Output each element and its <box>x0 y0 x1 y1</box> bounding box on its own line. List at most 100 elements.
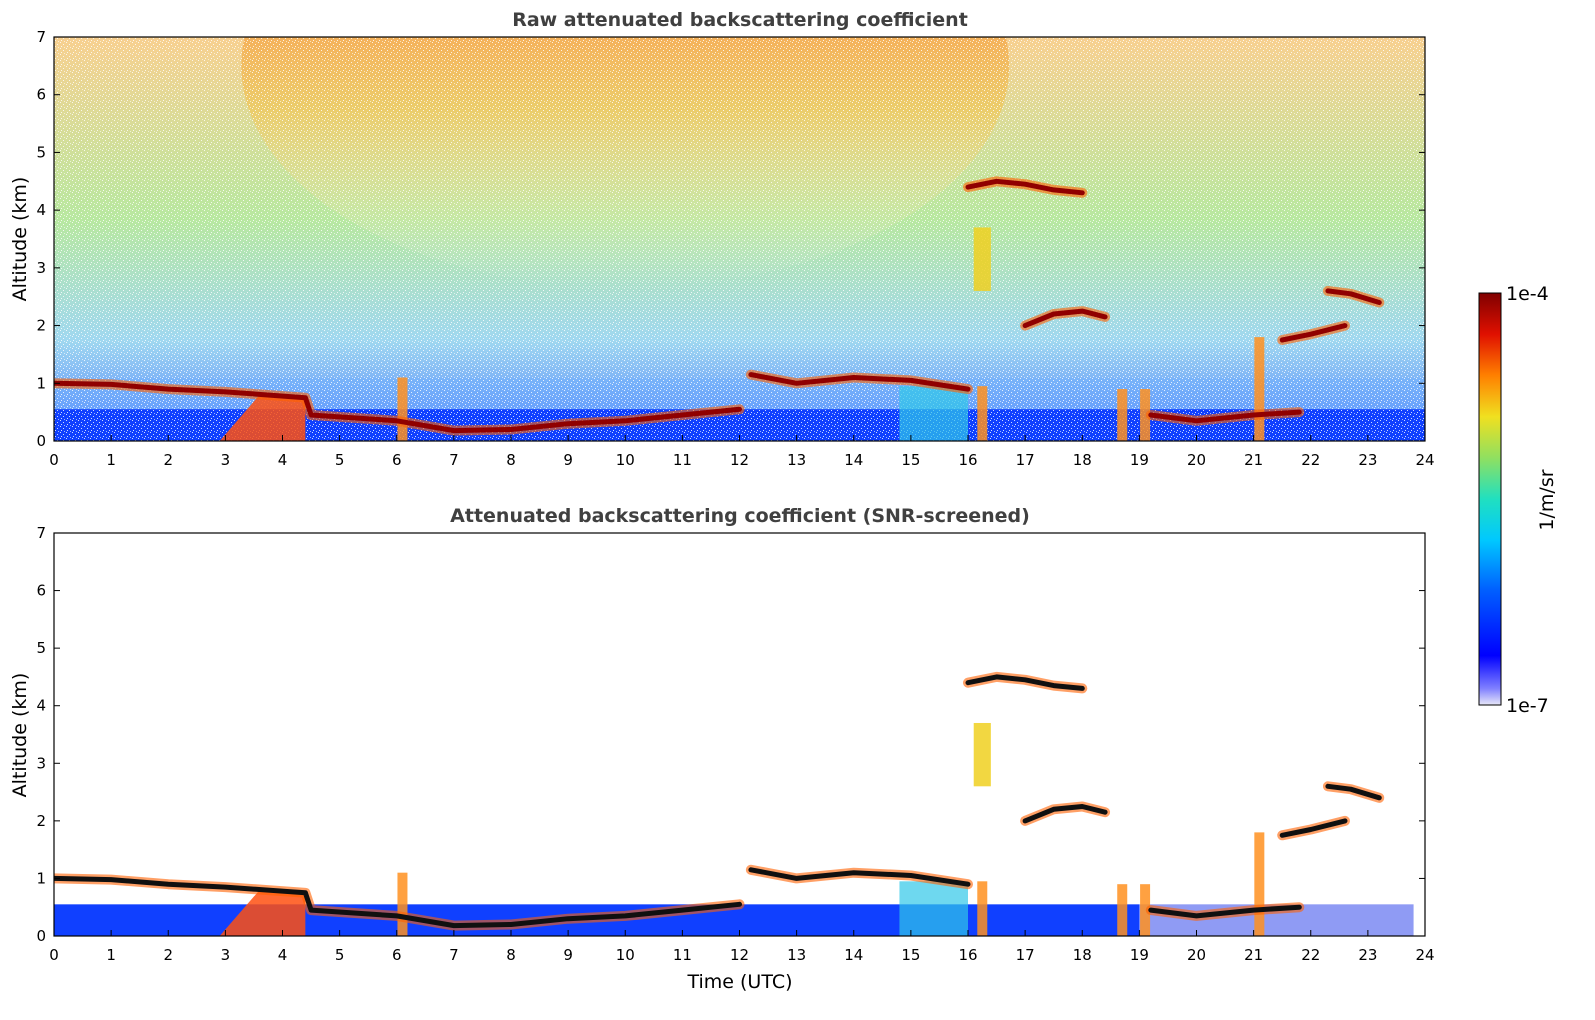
x-tick-label: 7 <box>449 451 459 469</box>
aerosol-region <box>899 386 968 441</box>
y-tick-label: 6 <box>36 86 46 104</box>
x-tick-label: 10 <box>616 946 635 964</box>
cloud-layer <box>965 178 1085 196</box>
colorbar-unit-label: 1/m/sr <box>1536 469 1558 530</box>
colorbar-min-label: 1e-7 <box>1506 695 1549 717</box>
x-tick-label: 7 <box>449 946 459 964</box>
colorbar-max-label: 1e-4 <box>1506 283 1549 305</box>
plume-mark <box>397 377 408 441</box>
x-axis: 0 1 2 3 4 5 6 7 8 9 10 11 12 13 14 15 16 17 18 19 20 21 22 23 24 <box>49 435 1435 469</box>
x-tick-label: 16 <box>958 451 977 469</box>
cloud-layer <box>748 867 971 887</box>
x-tick-label: 6 <box>392 946 402 964</box>
x-tick-label: 21 <box>1244 946 1263 964</box>
x-tick-label: 0 <box>49 946 59 964</box>
background-field <box>54 533 1425 936</box>
x-tick-label: 18 <box>1073 946 1092 964</box>
x-tick-label: 3 <box>221 451 231 469</box>
cloud-layer <box>54 875 742 929</box>
x-tick-label: 23 <box>1358 451 1377 469</box>
x-tick-label: 21 <box>1244 451 1263 469</box>
plume-mark <box>1117 389 1128 441</box>
y-tick-label: 7 <box>36 28 46 46</box>
x-tick-label: 20 <box>1187 946 1206 964</box>
x-tick-label: 9 <box>563 451 573 469</box>
x-tick-label: 13 <box>787 451 806 469</box>
x-tick-label: 17 <box>1016 946 1035 964</box>
x-tick-label: 22 <box>1301 451 1320 469</box>
plume-mark <box>973 722 991 787</box>
x-tick-label: 13 <box>787 946 806 964</box>
x-tick-label: 15 <box>901 451 920 469</box>
snr-screened-panel: Attenuated backscattering coefficient (S… <box>9 505 1435 993</box>
x-tick-label: 1 <box>106 451 116 469</box>
plume-mark <box>397 872 408 936</box>
plume-mark <box>977 386 988 441</box>
cloud-layer <box>1325 288 1382 305</box>
x-tick-label: 9 <box>563 946 573 964</box>
x-tick-label: 11 <box>673 451 692 469</box>
chart-title: Attenuated backscattering coefficient (S… <box>450 505 1030 527</box>
cloud-layer <box>1022 308 1108 329</box>
y-tick-label: 3 <box>36 754 46 772</box>
x-tick-label: 2 <box>163 451 173 469</box>
x-tick-label: 18 <box>1073 451 1092 469</box>
y-tick-label: 4 <box>36 201 46 219</box>
heatmap-area <box>54 37 1425 441</box>
x-tick-label: 3 <box>221 946 231 964</box>
cloud-layer <box>1148 904 1302 919</box>
y-tick-label: 0 <box>36 927 46 945</box>
x-tick-label: 22 <box>1301 946 1320 964</box>
y-tick-label: 3 <box>36 259 46 277</box>
x-tick-label: 11 <box>673 946 692 964</box>
aerosol-wedge <box>219 889 306 936</box>
chart-title: Raw attenuated backscattering coefficien… <box>512 9 968 31</box>
heatmap-area <box>54 533 1425 936</box>
x-tick-label: 12 <box>730 451 749 469</box>
raw-backscatter-panel: Raw attenuated backscattering coefficien… <box>9 9 1435 469</box>
aerosol-wedge <box>219 394 306 441</box>
x-tick-label: 19 <box>1130 946 1149 964</box>
x-tick-label: 15 <box>901 946 920 964</box>
x-axis-label: Time (UTC) <box>686 971 792 993</box>
x-tick-label: 8 <box>506 451 516 469</box>
plume-mark <box>977 881 988 936</box>
cloud-layer <box>1279 323 1348 343</box>
x-tick-label: 1 <box>106 946 116 964</box>
y-axis-label: Altitude (km) <box>9 177 31 302</box>
y-tick-label: 5 <box>36 639 46 657</box>
x-tick-label: 8 <box>506 946 516 964</box>
x-tick-label: 6 <box>392 451 402 469</box>
x-tick-label: 19 <box>1130 451 1149 469</box>
noise-overlay <box>54 37 1425 441</box>
x-tick-label: 20 <box>1187 451 1206 469</box>
cloud-layer <box>748 372 971 392</box>
plume-mark <box>1140 884 1151 936</box>
cloud-layer <box>1022 804 1108 824</box>
x-tick-label: 12 <box>730 946 749 964</box>
x-tick-label: 2 <box>163 946 173 964</box>
x-tick-label: 14 <box>844 451 863 469</box>
y-tick-label: 4 <box>36 697 46 715</box>
plume-mark <box>1254 832 1265 936</box>
x-tick-label: 16 <box>958 946 977 964</box>
y-tick-label: 0 <box>36 432 46 450</box>
x-tick-label: 5 <box>335 451 345 469</box>
colorbar-gradient <box>1478 292 1502 706</box>
x-tick-label: 10 <box>616 451 635 469</box>
y-tick-label: 1 <box>36 869 46 887</box>
y-tick-label: 2 <box>36 317 46 335</box>
y-axis-label: Altitude (km) <box>9 673 31 798</box>
y-tick-label: 6 <box>36 582 46 600</box>
x-tick-label: 24 <box>1415 946 1434 964</box>
plume-mark <box>1140 389 1151 441</box>
x-tick-label: 17 <box>1016 451 1035 469</box>
y-tick-label: 2 <box>36 812 46 830</box>
x-tick-label: 14 <box>844 946 863 964</box>
y-axis: 0 1 2 3 4 5 6 7 <box>36 524 1425 945</box>
cloud-layer <box>1279 818 1348 838</box>
x-tick-label: 4 <box>278 451 288 469</box>
x-tick-label: 23 <box>1358 946 1377 964</box>
x-tick-label: 24 <box>1415 451 1434 469</box>
